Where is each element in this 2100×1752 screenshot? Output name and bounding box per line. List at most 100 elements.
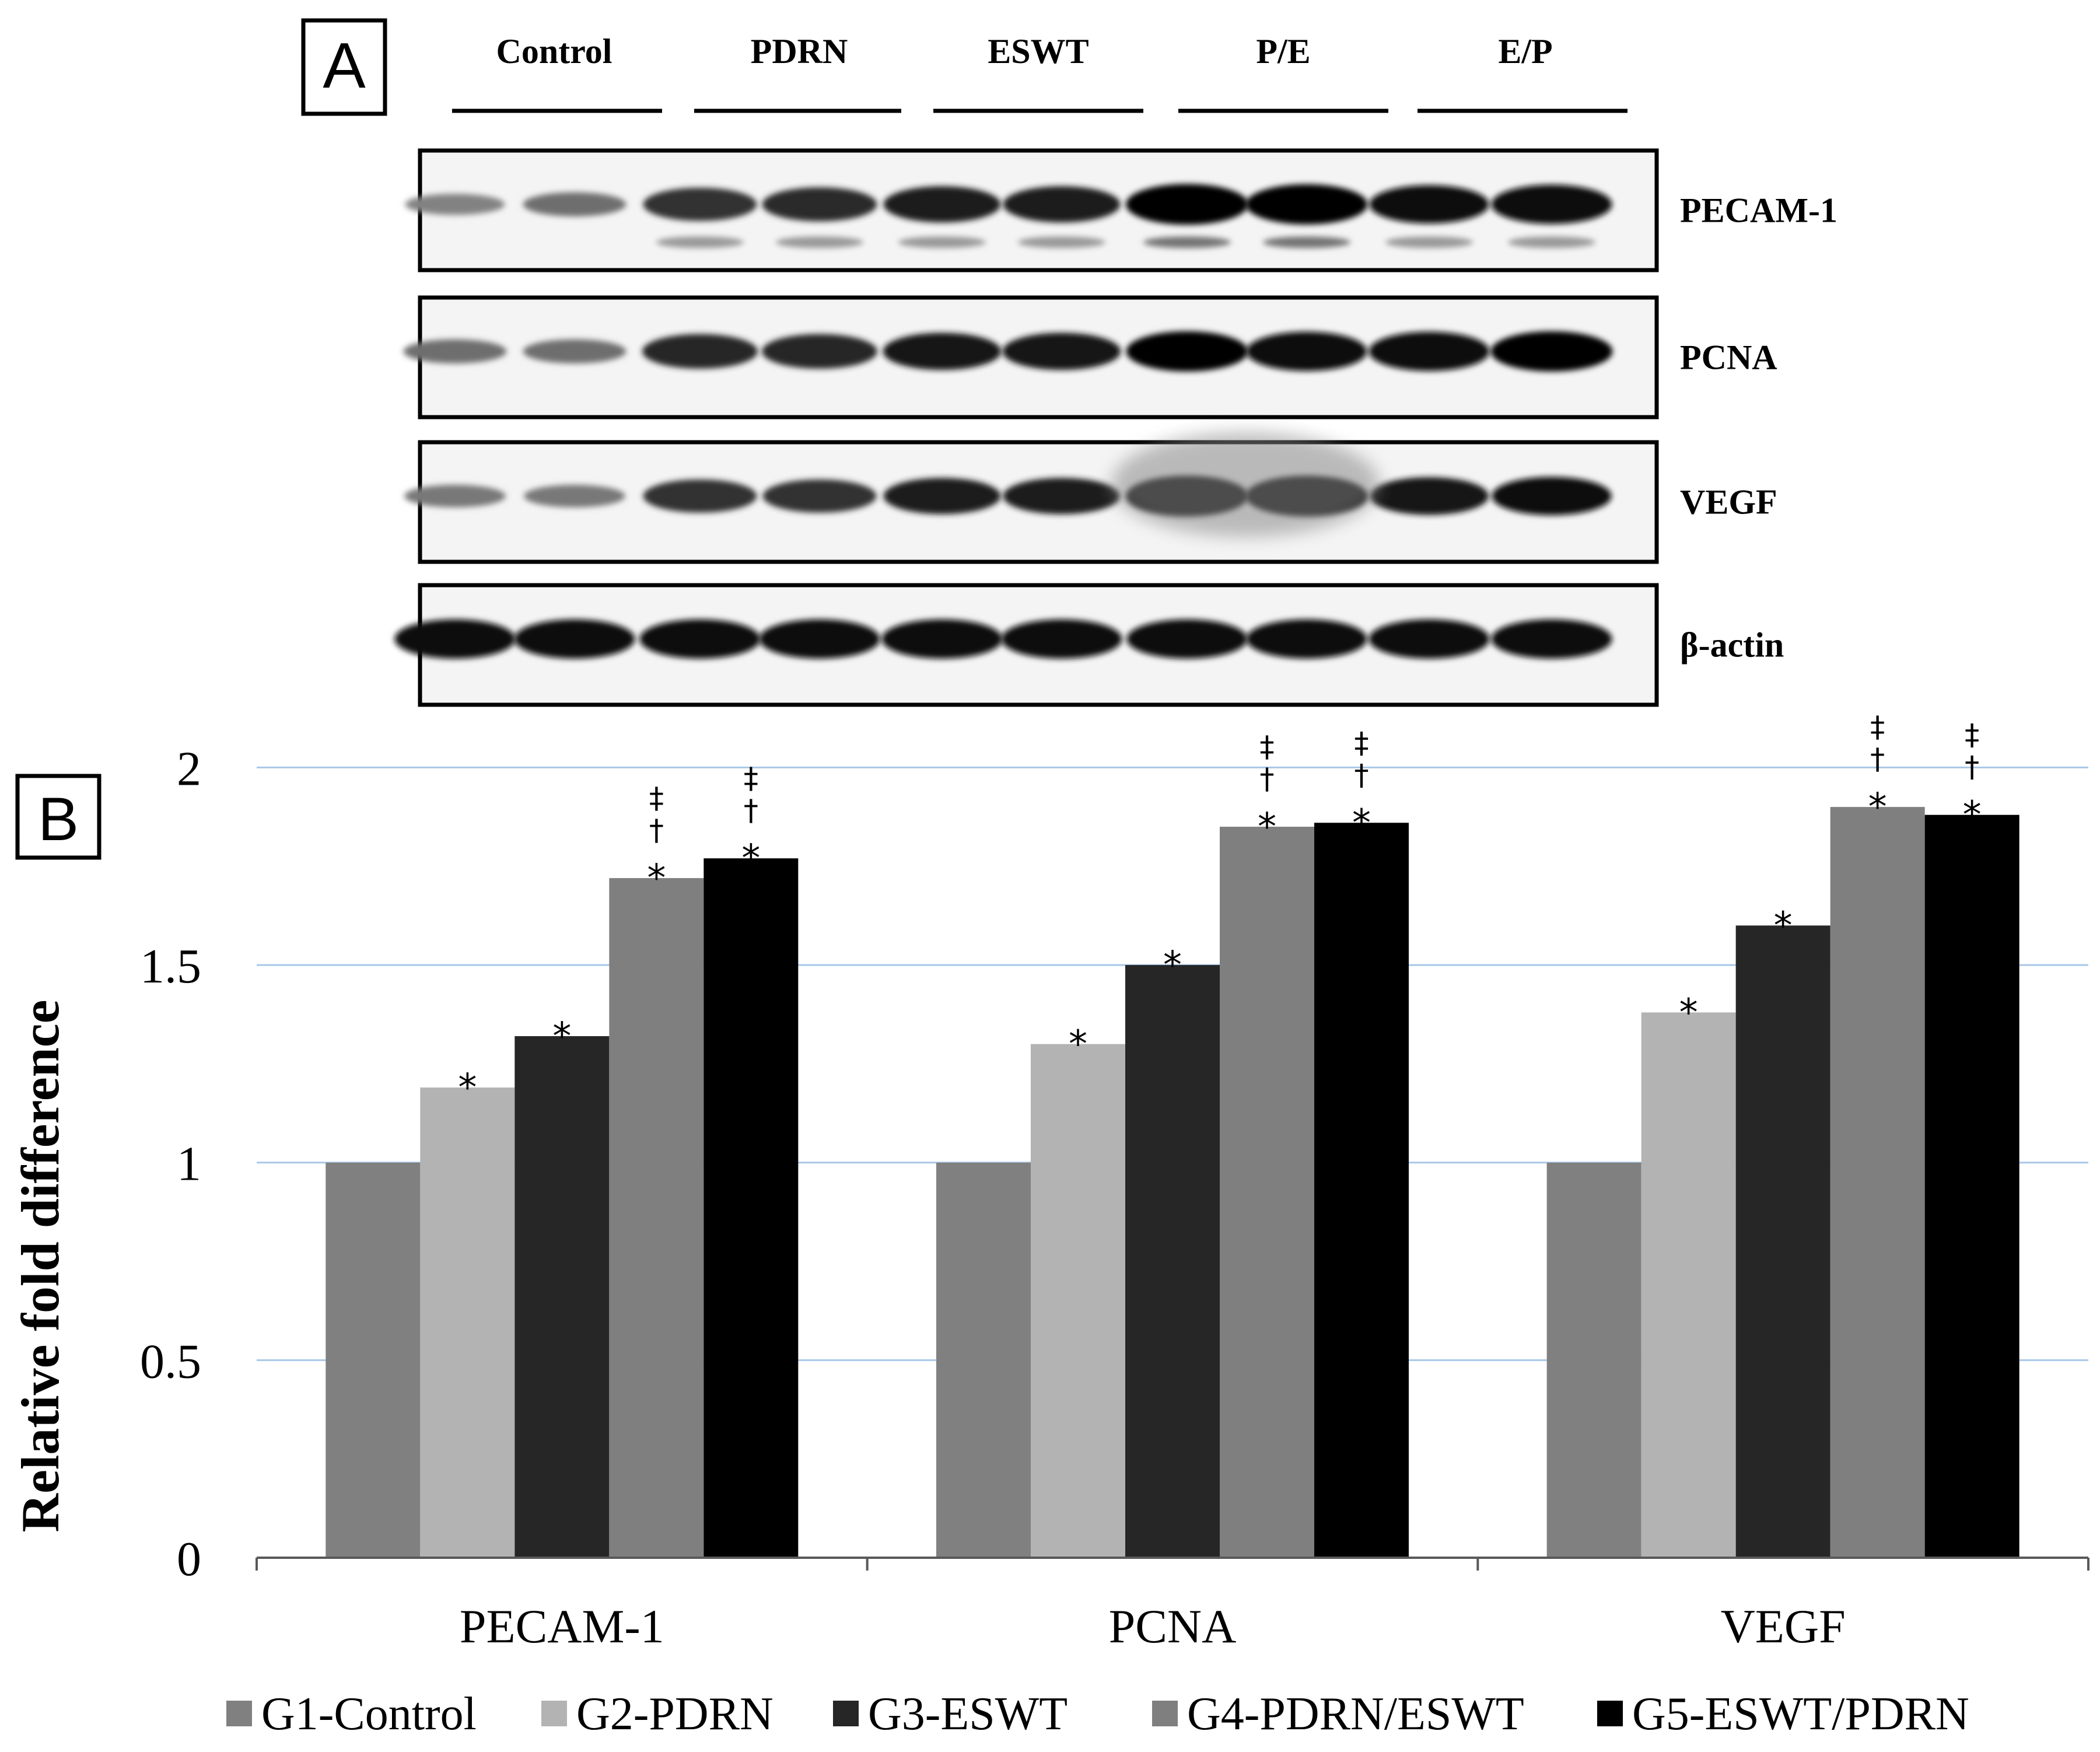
bar-g5-eswt-pdrn-pcna [1314, 823, 1409, 1558]
bar-g5-eswt-pdrn-pecam-1 [704, 858, 799, 1558]
band [759, 619, 880, 659]
panel-b-label-box [15, 774, 102, 860]
blot--actin: β-actin [394, 583, 1784, 707]
blot-protein-label: VEGF [1680, 483, 1777, 522]
band [1368, 619, 1490, 659]
band [1368, 331, 1490, 371]
lane-group-label: PDRN [751, 32, 848, 71]
significance-mark: * [1352, 802, 1371, 845]
band [643, 479, 757, 513]
panel-a-label: A [323, 30, 366, 102]
blot-pecam-1: PECAM-1 [405, 148, 1838, 272]
band [523, 192, 626, 216]
blot-smear [1111, 432, 1380, 537]
band [883, 186, 1001, 223]
band [1126, 331, 1248, 372]
band [514, 619, 635, 659]
minor-band [1385, 236, 1473, 249]
lane-group-label: E/P [1498, 32, 1552, 71]
band [883, 333, 1002, 370]
band [1492, 477, 1612, 516]
significance-mark: * [1069, 1023, 1087, 1066]
band [1002, 333, 1121, 370]
blot-protein-label: PCNA [1680, 338, 1777, 377]
band [1245, 184, 1368, 225]
bar-g1-control-pcna [936, 1162, 1031, 1558]
legend-swatch [1597, 1701, 1623, 1726]
bar-g3-eswt-pecam-1 [514, 1036, 610, 1558]
significance-mark: † [1354, 758, 1369, 792]
significance-mark: † [1965, 750, 1979, 784]
legend-swatch [833, 1701, 859, 1726]
band [643, 187, 757, 221]
band [1491, 184, 1612, 224]
significance-mark: ‡ [649, 781, 664, 815]
band [1246, 619, 1367, 659]
band [1003, 186, 1121, 223]
significance-mark: ‡ [1354, 726, 1369, 760]
band [1126, 184, 1248, 225]
band [762, 479, 877, 513]
y-axis-label: Relative fold difference [10, 1000, 70, 1533]
blot-protein-label: PECAM-1 [1680, 191, 1838, 230]
y-tick-label: 0.5 [140, 1334, 201, 1389]
bar-g4-pdrn-eswt-pecam-1 [609, 878, 704, 1558]
bar-g4-pdrn-eswt-pcna [1220, 827, 1314, 1558]
band [1003, 478, 1121, 515]
significance-mark: * [1868, 786, 1887, 829]
band [523, 339, 626, 363]
band [1369, 185, 1489, 224]
band [1246, 331, 1367, 371]
significance-mark: * [741, 837, 760, 880]
band [881, 619, 1003, 659]
significance-mark: * [1963, 794, 1982, 837]
bar-g1-control-vegf [1546, 1162, 1642, 1558]
band [762, 334, 877, 369]
blot-pcna: PCNA [403, 295, 1777, 419]
band [1491, 619, 1612, 659]
y-tick-label: 0 [177, 1532, 201, 1586]
panel-b: B 0 0.5 1 1.5 2 Relative fold difference * * ‡… [10, 710, 2090, 1740]
x-axis [256, 1557, 2090, 1571]
bar-g4-pdrn-eswt-vegf [1830, 807, 1925, 1558]
legend-label: G4-PDRN/ESWT [1187, 1688, 1524, 1740]
legend-label: G3-ESWT [868, 1688, 1068, 1740]
bar-g2-pdrn-vegf [1641, 1012, 1736, 1558]
panel-a: A Control PDRN ESWT P/E E/P PECAM-1 PCNA VEGF β… [301, 18, 1838, 707]
panel-a-label-box [301, 18, 387, 116]
band [883, 478, 1001, 515]
significance-mark: * [647, 857, 666, 900]
significance-mark: ‡ [1870, 710, 1885, 744]
band [1001, 619, 1122, 659]
band [403, 339, 507, 363]
band [762, 187, 877, 222]
significance-mark: ‡ [1260, 730, 1275, 764]
band [524, 484, 625, 508]
legend-label: G2-PDRN [576, 1688, 774, 1740]
legend-swatch [1152, 1701, 1178, 1726]
x-axis-category-labels: PECAM-1 PCNA VEGF [460, 1600, 1846, 1653]
lane-group-label: Control [496, 32, 612, 71]
significance-mark: * [1163, 944, 1182, 987]
significance-mark: † [1260, 762, 1275, 796]
significance-mark: ‡ [744, 761, 758, 795]
band [1370, 477, 1489, 515]
panel-b-label: B [38, 785, 79, 854]
band [405, 194, 505, 215]
significance-annotations: **‡†*‡†***‡†*‡†***‡†*‡†* [458, 710, 1981, 1110]
lane-group-label: P/E [1256, 32, 1310, 71]
lane-group-label: ESWT [988, 32, 1088, 71]
minor-band [1018, 236, 1105, 249]
significance-mark: ‡ [1965, 718, 1979, 752]
lane-group-headers: Control PDRN ESWT P/E E/P [452, 32, 1628, 113]
minor-band [898, 236, 986, 249]
bar-g2-pdrn-pcna [1031, 1044, 1125, 1558]
bar-g3-eswt-vegf [1735, 925, 1831, 1558]
band [404, 484, 506, 508]
significance-mark: * [1679, 991, 1698, 1034]
y-tick-label: 2 [177, 742, 201, 796]
blot-vegf: VEGF [404, 432, 1777, 564]
blot-protein-label: β-actin [1680, 626, 1784, 665]
band [394, 619, 516, 659]
